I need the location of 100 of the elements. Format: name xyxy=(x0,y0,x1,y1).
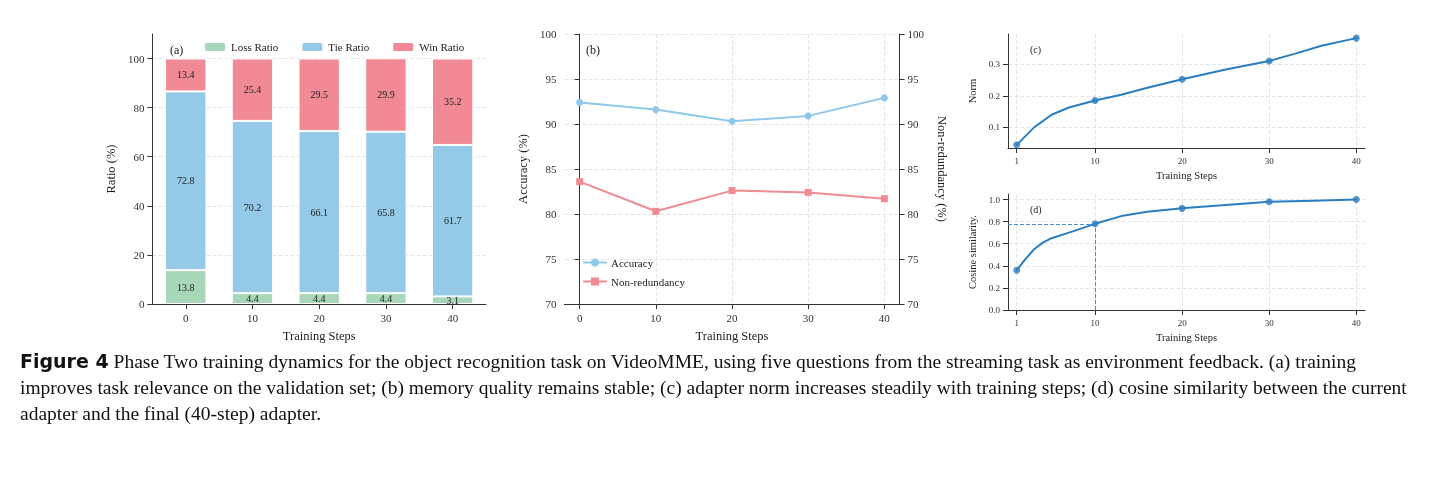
point xyxy=(804,112,812,120)
point xyxy=(880,195,888,203)
annotation: (b) xyxy=(586,43,600,57)
x-tick-label: 40 xyxy=(878,311,891,324)
data-label: 72.8 xyxy=(177,175,195,187)
y-tick-label: 0 xyxy=(138,298,145,310)
y2-tick-label: 85 xyxy=(907,163,920,175)
y-tick-label: 70 xyxy=(545,298,557,310)
x-tick-label: 20 xyxy=(1177,155,1188,166)
y-tick-label: 100 xyxy=(539,28,557,40)
y-axis-title: Accuracy (%) xyxy=(515,134,530,204)
y-axis-title: Norm xyxy=(966,78,978,104)
data-label: 66.1 xyxy=(310,206,328,218)
y-tick-label: 80 xyxy=(545,208,557,220)
legend-label: Accuracy xyxy=(611,256,654,269)
point xyxy=(1178,204,1186,212)
x-tick-label: 20 xyxy=(313,311,326,324)
y-tick-label: 60 xyxy=(133,150,145,163)
y-tick-label: 1.0 xyxy=(988,194,1001,205)
y-tick-label: 0.2 xyxy=(988,90,1000,101)
y-tick-label: 0.4 xyxy=(988,260,1001,271)
caption: Figure 4 Phase Two training dynamics for the object recognition task on VideoMME, using five questions from the streaming task as environment feedback. (a) training improves task relevance on the validation set; (b) memory quality remains stable; (c) adapter norm increases steadily with training steps; (d) cosine similarity between the current adapter and the final (40-step) adapter. xyxy=(20,350,1407,424)
data-label: 29.5 xyxy=(310,89,328,101)
point xyxy=(1265,57,1273,65)
x-tick-label: 10 xyxy=(246,311,259,324)
data-label: 29.9 xyxy=(377,89,395,101)
x-tick-label: 0 xyxy=(183,311,190,324)
point xyxy=(652,207,660,215)
y-tick-label: 95 xyxy=(545,73,557,85)
x-tick-label: 1 xyxy=(1014,317,1019,328)
y-tick-label: 0.2 xyxy=(988,282,1000,293)
point xyxy=(880,94,888,102)
y2-axis-title: Non-redundancy (%) xyxy=(934,116,949,222)
x-tick-label: 10 xyxy=(1090,155,1101,166)
y-tick-label: 0.3 xyxy=(988,59,1001,70)
x-tick-label: 10 xyxy=(1090,317,1101,328)
y2-tick-label: 80 xyxy=(907,208,920,220)
point xyxy=(576,98,584,106)
x-tick-label: 30 xyxy=(802,311,815,324)
y-tick-label: 90 xyxy=(545,118,557,130)
y-tick-label: 0.8 xyxy=(988,216,1001,227)
legend-label: Loss Ratio xyxy=(231,41,279,53)
y-tick-label: 0.1 xyxy=(988,122,1000,133)
data-label: 13.4 xyxy=(177,69,195,81)
y2-tick-label: 90 xyxy=(907,118,920,130)
point xyxy=(728,117,736,125)
x-tick-label: 30 xyxy=(380,311,392,324)
x-axis-title: Training Steps xyxy=(282,328,356,343)
point xyxy=(1013,141,1021,149)
x-tick-label: 40 xyxy=(447,311,459,324)
legend-label: Tie Ratio xyxy=(328,41,370,53)
data-label: 65.8 xyxy=(377,206,395,218)
y-tick-label: 0.6 xyxy=(988,238,1001,249)
point xyxy=(576,178,584,186)
data-label: 4.4 xyxy=(246,293,259,305)
data-label: 35.2 xyxy=(443,96,462,108)
x-axis-title: Training Steps xyxy=(1155,331,1218,343)
x-tick-label: 1 xyxy=(1014,155,1019,166)
y2-tick-label: 70 xyxy=(907,298,920,310)
x-tick-label: 40 xyxy=(1351,155,1362,166)
y-tick-label: 80 xyxy=(133,101,145,114)
legend-label: Win Ratio xyxy=(419,41,465,53)
point xyxy=(1091,220,1099,228)
y-tick-label: 85 xyxy=(545,163,557,175)
point xyxy=(1178,75,1186,83)
y-tick-label: 0.0 xyxy=(988,305,1001,315)
point xyxy=(728,187,736,195)
data-label: 3.1 xyxy=(446,294,459,306)
data-label: 70.2 xyxy=(243,201,262,213)
legend-label: Non-redundancy xyxy=(611,275,686,288)
x-axis-title: Training Steps xyxy=(1155,169,1218,181)
point xyxy=(1352,196,1360,204)
y2-tick-label: 75 xyxy=(907,253,920,265)
x-tick-label: 30 xyxy=(1264,155,1275,166)
annotation: (c) xyxy=(1030,43,1042,56)
y2-tick-label: 95 xyxy=(907,73,920,85)
x-tick-label: 40 xyxy=(1351,317,1362,328)
x-axis-title: Training Steps xyxy=(695,328,769,343)
point xyxy=(652,106,660,114)
data-label: 61.7 xyxy=(443,215,462,227)
point xyxy=(804,188,812,196)
point xyxy=(1265,198,1273,206)
y-axis-title: Cosine similarity. xyxy=(966,215,978,289)
point xyxy=(1352,34,1360,42)
data-label: 4.4 xyxy=(312,293,326,305)
data-label: 13.8 xyxy=(177,281,195,293)
y-tick-label: 100 xyxy=(127,52,145,65)
y-tick-label: 75 xyxy=(545,253,557,265)
point xyxy=(1013,266,1021,274)
y-tick-label: 20 xyxy=(133,248,145,261)
x-tick-label: 20 xyxy=(1177,317,1188,328)
data-label: 25.4 xyxy=(243,84,262,96)
x-tick-label: 0 xyxy=(576,311,583,324)
annotation: (a) xyxy=(170,43,184,57)
x-tick-label: 10 xyxy=(650,311,662,324)
y2-tick-label: 100 xyxy=(907,28,925,40)
y-tick-label: 40 xyxy=(133,199,145,212)
data-label: 4.4 xyxy=(379,293,393,305)
x-tick-label: 30 xyxy=(1264,317,1275,328)
y-axis-title: Ratio (%) xyxy=(103,144,118,194)
